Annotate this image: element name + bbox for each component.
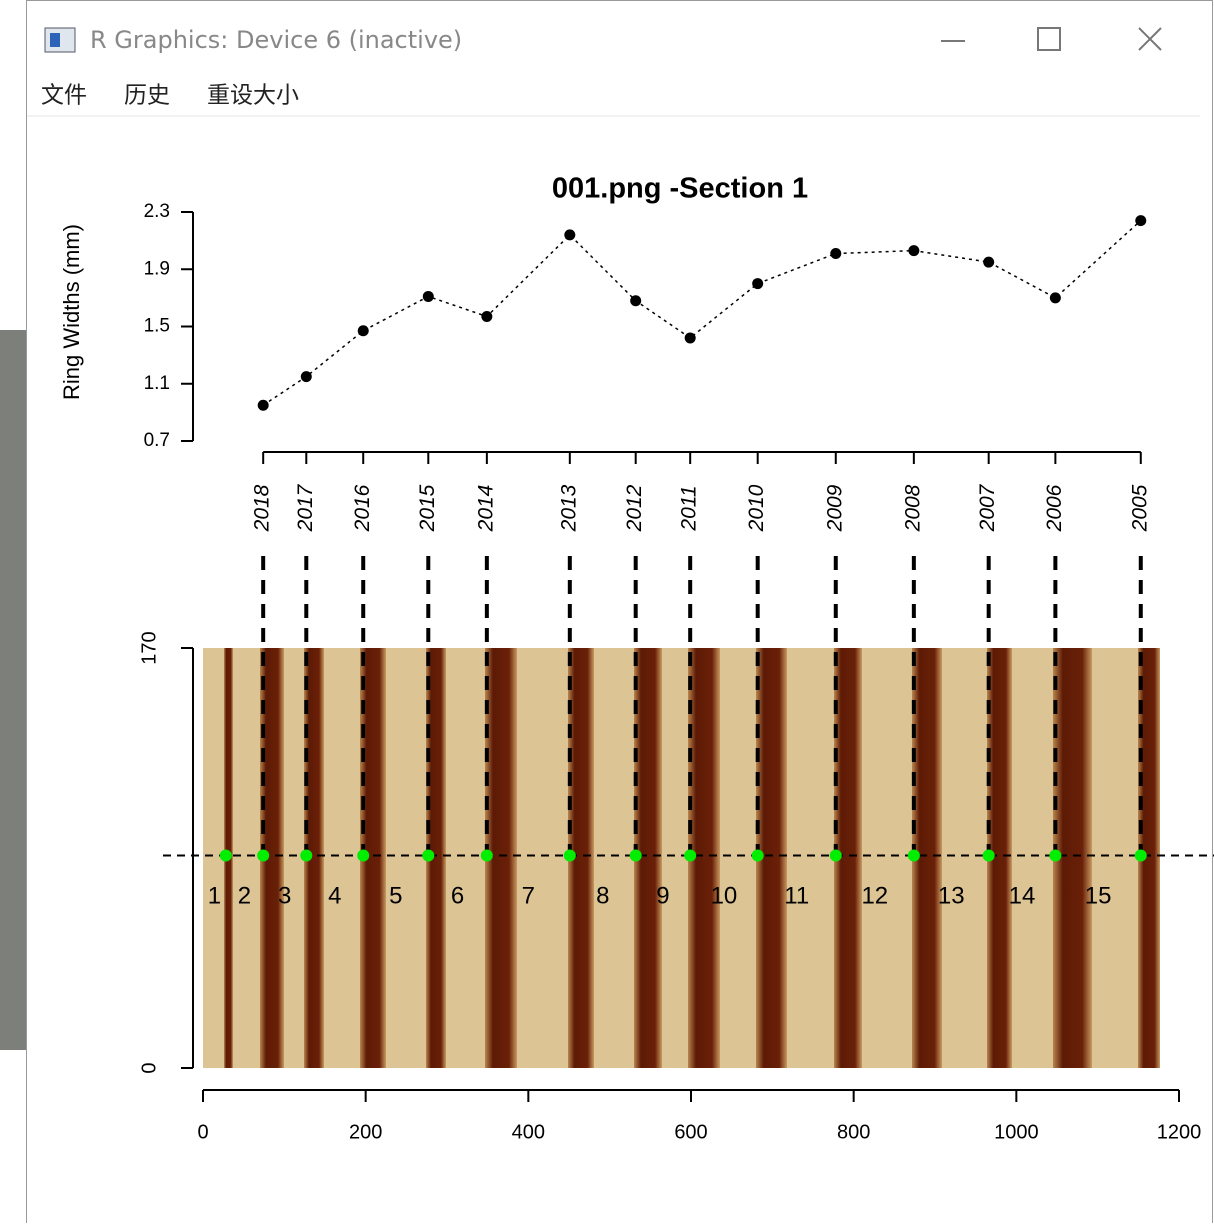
ring-number: 1 xyxy=(208,882,221,909)
ring-point xyxy=(684,849,697,862)
y-tick-label: 0.7 xyxy=(144,430,170,451)
ring-number: 2 xyxy=(238,882,251,909)
year-label: 2014 xyxy=(474,485,497,533)
point xyxy=(1049,292,1061,304)
x-tick-label: 400 xyxy=(512,1121,545,1143)
ring-band xyxy=(426,648,446,1068)
year-label: 2018 xyxy=(251,484,274,532)
y-tick-label: 1.9 xyxy=(144,258,170,279)
ring-number: 15 xyxy=(1085,882,1112,909)
year-label: 2012 xyxy=(623,484,646,532)
ring-point xyxy=(1049,849,1062,862)
ring-number: 7 xyxy=(522,882,535,909)
point xyxy=(908,245,920,257)
year-label: 2005 xyxy=(1128,484,1151,532)
ring-number: 10 xyxy=(711,882,738,909)
year-label: 2006 xyxy=(1043,484,1066,532)
ring-image xyxy=(203,648,1160,1068)
point xyxy=(481,310,493,322)
ring-point xyxy=(829,849,842,862)
point xyxy=(300,371,312,383)
ring-number: 3 xyxy=(278,882,291,909)
year-label: 2009 xyxy=(823,484,846,532)
ring-number: 8 xyxy=(596,882,609,909)
maximize-button[interactable] xyxy=(1037,27,1061,51)
point xyxy=(257,399,269,411)
ring-number: 4 xyxy=(328,882,341,909)
y-tick-label: 2.3 xyxy=(144,201,170,222)
year-label: 2013 xyxy=(557,484,580,532)
window-icon-part xyxy=(50,33,60,47)
ring-number: 5 xyxy=(389,882,402,909)
menu-item[interactable]: 文件 xyxy=(41,83,87,109)
x-tick-label: 0 xyxy=(197,1121,208,1143)
close-button[interactable] xyxy=(1138,27,1162,51)
y-tick-label: 1.5 xyxy=(144,316,170,337)
point xyxy=(684,332,696,344)
ring-number: 14 xyxy=(1009,882,1036,909)
point xyxy=(564,229,576,241)
point xyxy=(830,248,842,260)
ring-point xyxy=(751,849,764,862)
ring-point xyxy=(982,849,995,862)
ring-point xyxy=(563,849,576,862)
x-tick-label: 1200 xyxy=(1157,1121,1202,1143)
year-label: 2011 xyxy=(678,485,701,531)
ring-number: 9 xyxy=(656,882,669,909)
year-label: 2007 xyxy=(976,483,999,532)
year-label: 2017 xyxy=(294,483,317,532)
year-label: 2015 xyxy=(416,484,439,532)
x-tick-label: 800 xyxy=(837,1121,870,1143)
ring-number: 11 xyxy=(784,882,809,909)
ring-number: 13 xyxy=(938,882,965,909)
x-tick-label: 600 xyxy=(674,1121,707,1143)
background-window xyxy=(0,330,26,1050)
ring-point xyxy=(1134,849,1147,862)
series-line xyxy=(262,220,1142,406)
ring-point xyxy=(480,849,493,862)
year-label: 2010 xyxy=(745,484,768,532)
y-axis-title: Ring Widths (mm) xyxy=(59,224,84,400)
ring-point xyxy=(257,849,270,862)
chart-title: 001.png -Section 1 xyxy=(552,173,808,205)
ring-point xyxy=(357,849,370,862)
year-label: 2008 xyxy=(901,484,924,532)
image-y-tick-label: 170 xyxy=(138,631,160,664)
point xyxy=(630,295,642,307)
ring-point xyxy=(629,849,642,862)
year-label: 2016 xyxy=(351,484,374,532)
point xyxy=(752,278,764,290)
point xyxy=(983,256,995,268)
point xyxy=(1135,215,1147,227)
ring-point xyxy=(219,849,232,862)
x-tick-label: 1000 xyxy=(994,1121,1039,1143)
menu-item[interactable]: 重设大小 xyxy=(207,83,299,109)
ring-point xyxy=(422,849,435,862)
ring-point xyxy=(300,849,313,862)
point xyxy=(357,325,369,337)
ring-number: 12 xyxy=(861,882,888,909)
ring-band xyxy=(304,648,324,1068)
ring-band xyxy=(1138,648,1160,1068)
image-y-tick-label: 0 xyxy=(138,1062,160,1073)
ring-point xyxy=(907,849,920,862)
x-tick-label: 200 xyxy=(349,1121,382,1143)
menu-item[interactable]: 历史 xyxy=(124,83,170,109)
wood xyxy=(203,648,1160,1068)
window-title: R Graphics: Device 6 (inactive) xyxy=(90,26,462,54)
y-tick-label: 1.1 xyxy=(144,373,170,394)
ring-number: 6 xyxy=(451,882,464,909)
point xyxy=(422,290,434,302)
